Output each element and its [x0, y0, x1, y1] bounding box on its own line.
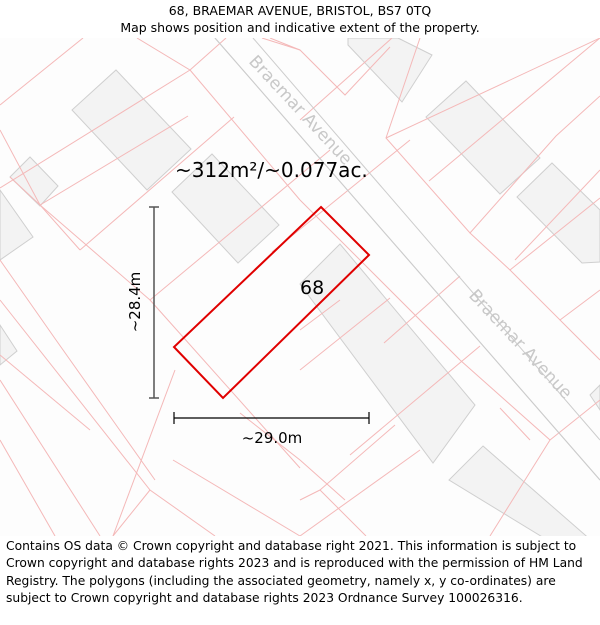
property-address: 68, BRAEMAR AVENUE, BRISTOL, BS7 0TQ: [168, 3, 432, 18]
width-dimension: [173, 412, 370, 424]
width-dimension-label: ~29.0m: [242, 429, 303, 447]
height-dimension: [149, 206, 159, 399]
map-header: 68, BRAEMAR AVENUE, BRISTOL, BS7 0TQ Map…: [0, 0, 600, 36]
road-label-braemar-avenue-north: Braemar Avenue: [244, 52, 356, 170]
road-label-braemar-avenue-south: Braemar Avenue: [464, 286, 576, 404]
map-subtitle: Map shows position and indicative extent…: [120, 20, 480, 35]
property-number-label: 68: [300, 277, 324, 299]
property-outline[interactable]: [172, 205, 371, 400]
road-edges: [214, 38, 600, 481]
buildings: [0, 38, 600, 536]
height-dimension-label: ~28.4m: [126, 272, 144, 333]
copyright-attribution: Contains OS data © Crown copyright and d…: [6, 539, 583, 605]
parcel-boundaries: [0, 38, 600, 536]
property-map[interactable]: Braemar Avenue Braemar Avenue ~312m²/~0.…: [0, 38, 600, 536]
area-label: ~312m²/~0.077ac.: [175, 158, 368, 182]
